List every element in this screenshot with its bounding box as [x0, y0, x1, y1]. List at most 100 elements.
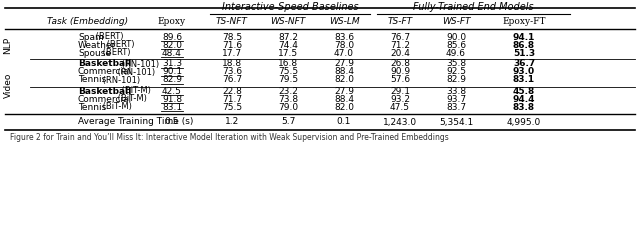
- Text: 29.1: 29.1: [390, 87, 410, 95]
- Text: 16.8: 16.8: [278, 60, 298, 69]
- Text: 88.4: 88.4: [334, 94, 354, 103]
- Text: 57.6: 57.6: [390, 75, 410, 84]
- Text: 91.8: 91.8: [162, 94, 182, 103]
- Text: WS-FT: WS-FT: [442, 18, 470, 27]
- Text: (RN-101): (RN-101): [115, 68, 155, 77]
- Text: 5.7: 5.7: [281, 118, 295, 126]
- Text: 23.2: 23.2: [278, 87, 298, 95]
- Text: Spam: Spam: [78, 32, 104, 41]
- Text: 76.7: 76.7: [222, 75, 242, 84]
- Text: 27.9: 27.9: [334, 87, 354, 95]
- Text: 0.5: 0.5: [165, 118, 179, 126]
- Text: TS-FT: TS-FT: [387, 18, 413, 27]
- Text: 47.5: 47.5: [390, 102, 410, 112]
- Text: 47.0: 47.0: [334, 49, 354, 58]
- Text: 82.0: 82.0: [162, 41, 182, 50]
- Text: 90.1: 90.1: [162, 68, 182, 77]
- Text: 93.2: 93.2: [390, 94, 410, 103]
- Text: 48.4: 48.4: [162, 49, 182, 58]
- Text: 74.4: 74.4: [278, 41, 298, 50]
- Text: 82.0: 82.0: [334, 102, 354, 112]
- Text: 83.1: 83.1: [162, 102, 182, 112]
- Text: 73.6: 73.6: [222, 68, 242, 77]
- Text: WS-NFT: WS-NFT: [270, 18, 306, 27]
- Text: 71.6: 71.6: [222, 41, 242, 50]
- Text: 83.1: 83.1: [513, 75, 535, 84]
- Text: 90.9: 90.9: [390, 68, 410, 77]
- Text: 78.5: 78.5: [222, 32, 242, 41]
- Text: 83.7: 83.7: [446, 102, 466, 112]
- Text: TS-NFT: TS-NFT: [216, 18, 248, 27]
- Text: Spouse: Spouse: [78, 49, 111, 58]
- Text: 71.2: 71.2: [390, 41, 410, 50]
- Text: 1,243.0: 1,243.0: [383, 118, 417, 126]
- Text: Commercial: Commercial: [78, 94, 132, 103]
- Text: 17.7: 17.7: [222, 49, 242, 58]
- Text: 27.9: 27.9: [334, 60, 354, 69]
- Text: 89.6: 89.6: [162, 32, 182, 41]
- Text: 79.5: 79.5: [278, 75, 298, 84]
- Text: 71.7: 71.7: [222, 94, 242, 103]
- Text: 20.4: 20.4: [390, 49, 410, 58]
- Text: 17.5: 17.5: [278, 49, 298, 58]
- Text: (BiT-M): (BiT-M): [119, 87, 151, 95]
- Text: 26.8: 26.8: [390, 60, 410, 69]
- Text: 87.2: 87.2: [278, 32, 298, 41]
- Text: 73.8: 73.8: [278, 94, 298, 103]
- Text: NLP: NLP: [3, 36, 13, 54]
- Text: 22.8: 22.8: [222, 87, 242, 95]
- Text: (BERT): (BERT): [100, 49, 131, 58]
- Text: 18.8: 18.8: [222, 60, 242, 69]
- Text: 82.0: 82.0: [334, 75, 354, 84]
- Text: (BiT-M): (BiT-M): [115, 94, 147, 103]
- Text: Task (Embedding): Task (Embedding): [47, 18, 129, 27]
- Text: 79.0: 79.0: [278, 102, 298, 112]
- Text: Commercial: Commercial: [78, 68, 132, 77]
- Text: WS-LM: WS-LM: [329, 18, 359, 27]
- Text: Epoxy: Epoxy: [158, 18, 186, 27]
- Text: 93.0: 93.0: [513, 68, 535, 77]
- Text: (BiT-M): (BiT-M): [100, 102, 132, 112]
- Text: Basketball: Basketball: [78, 87, 131, 95]
- Text: 1.2: 1.2: [225, 118, 239, 126]
- Text: 5,354.1: 5,354.1: [439, 118, 473, 126]
- Text: Basketball: Basketball: [78, 60, 131, 69]
- Text: Figure 2 for Train and You’ll Miss It: Interactive Model Iteration with Weak Sup: Figure 2 for Train and You’ll Miss It: I…: [10, 133, 449, 142]
- Text: Epoxy-FT: Epoxy-FT: [502, 18, 546, 27]
- Text: 88.4: 88.4: [334, 68, 354, 77]
- Text: Weather: Weather: [78, 41, 116, 50]
- Text: 82.9: 82.9: [446, 75, 466, 84]
- Text: Fully-Trained End Models: Fully-Trained End Models: [413, 2, 534, 12]
- Text: 83.8: 83.8: [513, 102, 535, 112]
- Text: 75.5: 75.5: [278, 68, 298, 77]
- Text: 94.1: 94.1: [513, 32, 535, 41]
- Text: 94.4: 94.4: [513, 94, 535, 103]
- Text: (BERT): (BERT): [93, 32, 124, 41]
- Text: 76.7: 76.7: [390, 32, 410, 41]
- Text: Tennis: Tennis: [78, 102, 106, 112]
- Text: 90.0: 90.0: [446, 32, 466, 41]
- Text: 31.3: 31.3: [162, 60, 182, 69]
- Text: (RN-101): (RN-101): [100, 75, 140, 84]
- Text: Tennis: Tennis: [78, 75, 106, 84]
- Text: 42.5: 42.5: [162, 87, 182, 95]
- Text: 78.0: 78.0: [334, 41, 354, 50]
- Text: Interactive-Speed Baselines: Interactive-Speed Baselines: [221, 2, 358, 12]
- Text: 49.6: 49.6: [446, 49, 466, 58]
- Text: 45.8: 45.8: [513, 87, 535, 95]
- Text: 93.7: 93.7: [446, 94, 466, 103]
- Text: 33.8: 33.8: [446, 87, 466, 95]
- Text: 83.6: 83.6: [334, 32, 354, 41]
- Text: 36.7: 36.7: [513, 60, 535, 69]
- Text: 85.6: 85.6: [446, 41, 466, 50]
- Text: 82.9: 82.9: [162, 75, 182, 84]
- Text: Video: Video: [3, 73, 13, 98]
- Text: 75.5: 75.5: [222, 102, 242, 112]
- Text: Average Training Time (s): Average Training Time (s): [78, 118, 193, 126]
- Text: 4,995.0: 4,995.0: [507, 118, 541, 126]
- Text: 35.8: 35.8: [446, 60, 466, 69]
- Text: (RN-101): (RN-101): [119, 60, 159, 69]
- Text: 0.1: 0.1: [337, 118, 351, 126]
- Text: (BERT): (BERT): [104, 41, 134, 50]
- Text: 51.3: 51.3: [513, 49, 535, 58]
